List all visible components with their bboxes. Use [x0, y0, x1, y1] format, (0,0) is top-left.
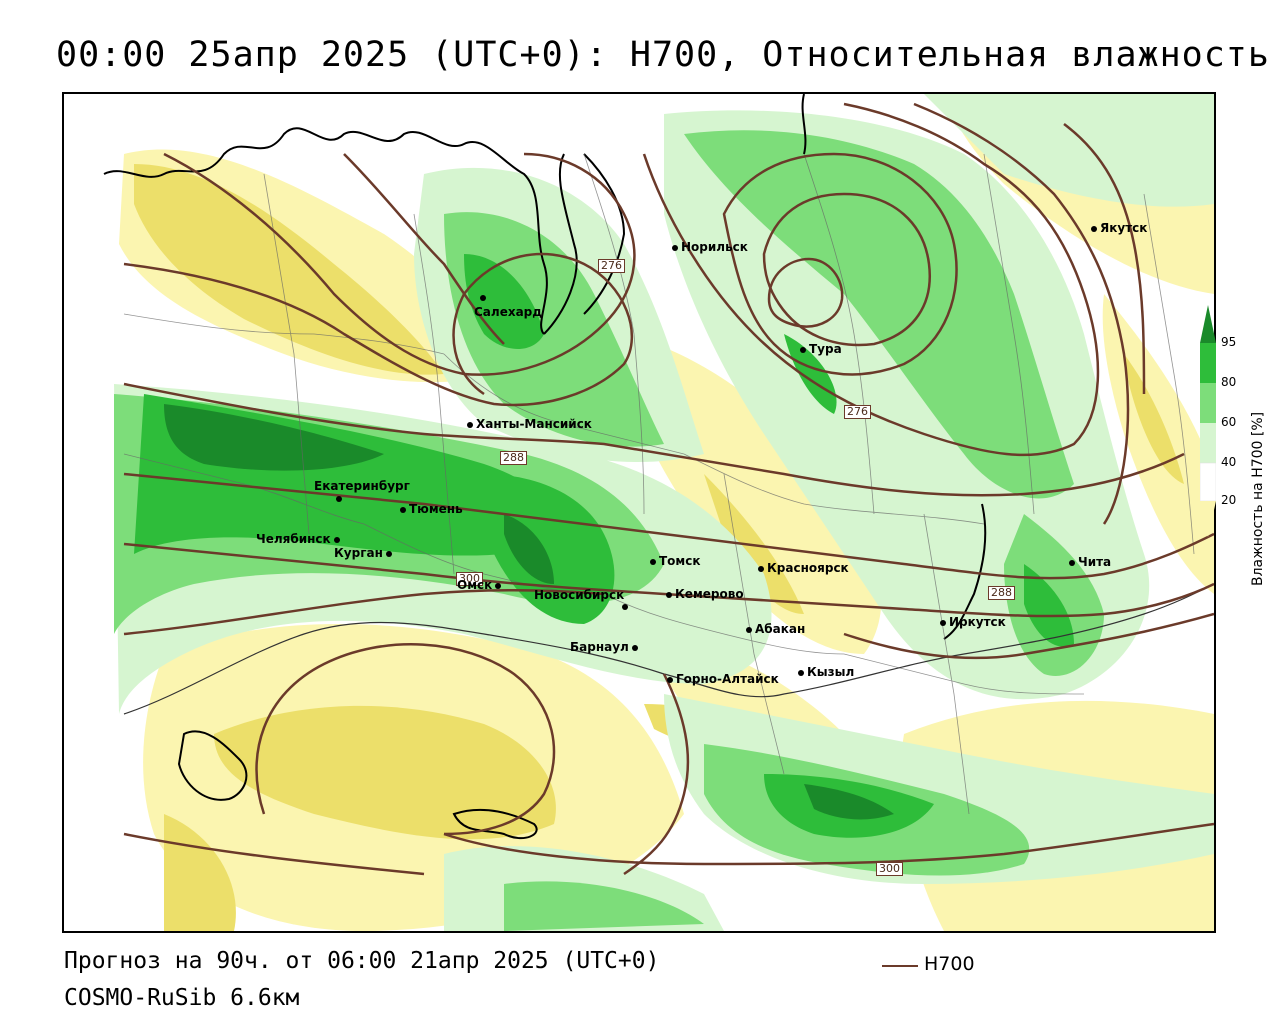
city-abakan: Абакан [746, 622, 805, 636]
city-salekhard-label: Салехард [474, 305, 542, 319]
city-kyzyl: Кызыл [798, 665, 854, 679]
city-marker-icon [798, 669, 804, 676]
city-salekhard [480, 290, 489, 304]
city-marker-icon [467, 421, 473, 428]
city-chita: Чита [1069, 555, 1111, 569]
city-barnaul: Барнаул [570, 640, 641, 654]
city-marker-icon [1091, 225, 1097, 232]
h700-legend-label: H700 [924, 953, 975, 975]
city-khanty-mansiysk: Ханты-Мансийск [467, 417, 592, 431]
coastlines [103, 94, 987, 840]
colorbar-tick: 60 [1221, 415, 1237, 429]
city-gorno-altaysk: Горно-Алтайск [667, 672, 779, 686]
city-tomsk: Томск [650, 554, 701, 568]
city-marker-icon [758, 565, 764, 572]
city-norilsk: Норильск [672, 240, 748, 254]
colorbar-tick: 80 [1221, 375, 1237, 389]
city-irkutsk: Иркутск [940, 615, 1006, 629]
city-kurgan: Курган [334, 546, 395, 560]
humidity-map: 276 276 288 300 288 300 Норильск Якутск … [62, 92, 1216, 933]
city-marker-icon [1069, 559, 1075, 566]
city-tura: Тура [800, 342, 842, 356]
city-chelyabinsk: Челябинск [256, 532, 343, 546]
city-marker-icon [631, 644, 638, 651]
admin-borders [123, 153, 1195, 815]
contour-label: 288 [500, 451, 527, 465]
city-marker-icon [333, 536, 340, 543]
city-marker-icon [495, 582, 502, 589]
city-marker-icon [385, 550, 392, 557]
contour-label: 276 [598, 259, 625, 273]
city-marker-icon [336, 495, 342, 502]
contour-label: 276 [844, 405, 871, 419]
h700-legend-line-icon [882, 965, 918, 967]
model-name: COSMO-RuSib 6.6км [64, 985, 300, 1011]
city-yakutsk: Якутск [1091, 221, 1147, 235]
city-marker-icon [480, 294, 486, 301]
city-tyumen: Тюмень [400, 502, 463, 516]
moist-zones-peak [164, 404, 894, 820]
contour-label: 300 [876, 862, 903, 876]
city-yekaterinburg-label: Екатеринбург [314, 479, 410, 493]
city-krasnoyarsk: Красноярск [758, 561, 849, 575]
humidity-colorbar [1200, 305, 1216, 537]
map-title: 00:00 25апр 2025 (UTC+0): H700, Относите… [56, 35, 1270, 75]
city-novosibirsk: Новосибирск [534, 588, 625, 602]
city-yekaterinburg [336, 491, 345, 505]
contour-label: 300 [456, 572, 483, 586]
city-marker-icon [666, 591, 672, 598]
humidity-field [64, 94, 1214, 931]
colorbar-title: Влажность на H700 [%] [1250, 411, 1266, 586]
colorbar-tick: 40 [1221, 455, 1237, 469]
forecast-info: Прогноз на 90ч. от 06:00 21апр 2025 (UTC… [64, 948, 660, 974]
city-novosibirsk-marker [622, 599, 631, 613]
city-marker-icon [650, 558, 656, 565]
city-kemerovo: Кемерово [666, 587, 744, 601]
colorbar-tick: 95 [1221, 335, 1237, 349]
city-marker-icon [800, 346, 806, 353]
city-marker-icon [940, 619, 946, 626]
h700-contours [123, 102, 1214, 876]
city-marker-icon [672, 244, 678, 251]
city-marker-icon [400, 506, 406, 513]
city-marker-icon [746, 626, 752, 633]
contour-label: 288 [988, 586, 1015, 600]
city-marker-icon [622, 603, 628, 610]
city-marker-icon [667, 676, 673, 683]
country-border [123, 583, 1214, 715]
colorbar-tick: 20 [1221, 493, 1237, 507]
city-omsk: Омск [457, 578, 504, 592]
